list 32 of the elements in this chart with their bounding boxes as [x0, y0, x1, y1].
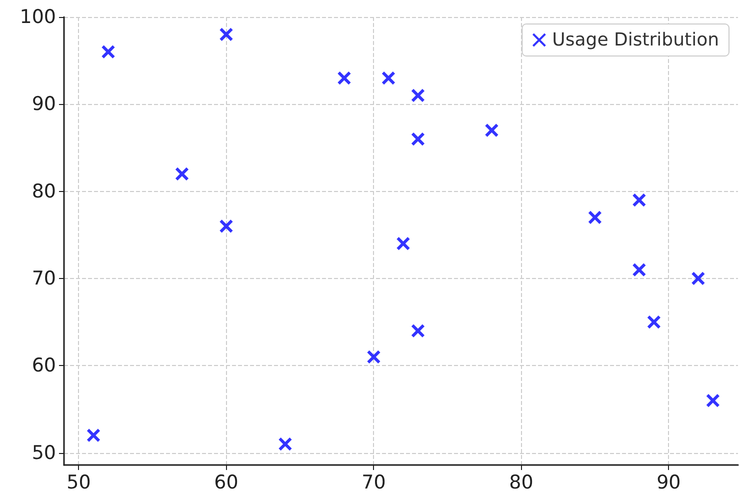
y-tick-label: 70 [32, 267, 56, 290]
point [219, 219, 234, 234]
point [101, 44, 116, 59]
legend-label: Usage Distribution [552, 30, 720, 50]
x-tick-label: 90 [656, 472, 681, 494]
point [174, 166, 189, 181]
x-tick-label: 60 [214, 472, 238, 494]
point [381, 71, 396, 86]
point [337, 71, 352, 86]
x-tick-label: 80 [509, 472, 534, 494]
point [219, 27, 234, 42]
point [632, 262, 646, 277]
point [366, 350, 381, 364]
point [484, 123, 499, 138]
point [706, 394, 720, 408]
y-tick-label: 50 [32, 442, 56, 464]
x-tick-label: 70 [362, 472, 386, 494]
y-tick-label: 90 [32, 93, 56, 116]
point [410, 132, 425, 146]
point [278, 437, 292, 452]
y-tick-label: 60 [32, 354, 56, 377]
y-tick-label: 100 [20, 6, 56, 28]
point [646, 315, 661, 330]
point [632, 193, 646, 208]
y-tick-label: 80 [32, 180, 56, 202]
point [410, 324, 425, 338]
point [691, 271, 706, 286]
point [410, 88, 425, 102]
point [86, 428, 100, 442]
point [396, 236, 410, 251]
x-tick-label: 50 [66, 472, 91, 494]
point [588, 210, 602, 224]
